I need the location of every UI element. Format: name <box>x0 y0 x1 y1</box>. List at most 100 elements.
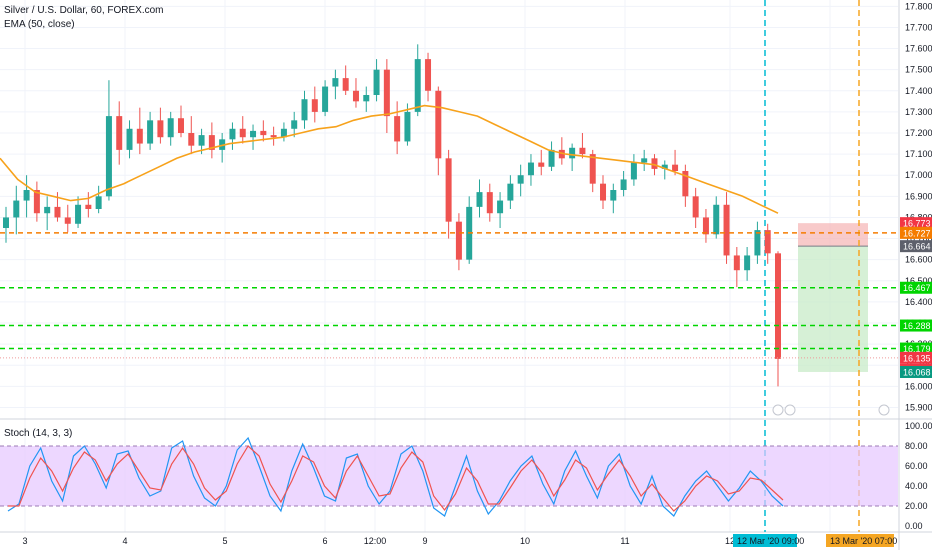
candle-body <box>23 190 30 201</box>
event-flag-icon <box>878 404 890 416</box>
stoch-d-line <box>8 445 784 512</box>
candle-body <box>507 183 514 201</box>
candle-body <box>651 158 658 169</box>
time-tick-label: 10 <box>520 536 530 546</box>
level1-badge-bg <box>900 281 932 294</box>
candle-body <box>754 230 761 256</box>
stoch-k-line <box>7 436 784 517</box>
stoch-legend[interactable]: Stoch (14, 3, 3) <box>4 428 76 439</box>
level2-badge-bg <box>900 319 932 332</box>
candle-body <box>517 175 524 184</box>
candle-body <box>713 204 720 235</box>
candle-body <box>322 86 329 112</box>
symbol-legend[interactable]: Silver / U.S. Dollar, 60, FOREX.com <box>4 5 168 16</box>
level1-badge: 16.467 <box>903 283 931 293</box>
price-tick-label: 17.600 <box>905 44 932 54</box>
candle-body <box>702 217 709 235</box>
candle-body <box>147 120 154 144</box>
candle-body <box>527 162 534 176</box>
stop-badge-bg <box>900 217 932 230</box>
level3-badge-bg <box>900 342 932 355</box>
ema-50-line <box>0 104 779 214</box>
event-flag-icon <box>784 404 796 416</box>
candle-body <box>239 128 246 138</box>
ema-legend[interactable]: EMA (50, close) <box>4 19 79 30</box>
entry-badge-bg <box>900 226 932 239</box>
candle-body <box>744 255 751 271</box>
price-tick-label: 17.500 <box>905 65 932 75</box>
candle-body <box>373 69 380 95</box>
candle-body <box>352 90 359 102</box>
event-flag-icon <box>772 404 784 416</box>
stoch-label: Stoch (14, 3, 3) <box>4 428 73 439</box>
candle-body <box>723 204 730 256</box>
horizontal-levels <box>0 232 898 359</box>
time-tick-label: 5 <box>222 536 227 546</box>
position-zones <box>764 0 868 532</box>
candle-body <box>497 200 504 214</box>
candle-body <box>188 133 195 146</box>
candle-body <box>733 255 740 271</box>
price-tick-label: 16.000 <box>905 381 932 391</box>
time-tick-label: 6 <box>322 536 327 546</box>
target-badge-bg <box>900 365 932 378</box>
crosshair-date-label: 12 Mar '20 09:00 <box>737 536 804 546</box>
candle-body <box>198 135 205 146</box>
candle-body <box>610 190 617 201</box>
candle-body <box>641 158 648 163</box>
candle-body <box>219 139 226 150</box>
candle-body <box>301 99 308 121</box>
candle-body <box>672 164 679 171</box>
candle-body <box>280 128 287 138</box>
current-price-badge-bg <box>900 351 932 364</box>
price-tick-label: 15.900 <box>905 402 932 412</box>
candle-body <box>538 162 545 167</box>
future-date-bg <box>826 534 894 547</box>
current-price-badge: 16.135 <box>903 353 931 363</box>
candles <box>3 44 781 387</box>
candle-body <box>435 90 442 159</box>
candle-body <box>414 59 421 112</box>
candle-body <box>250 130 257 138</box>
candle-body <box>630 162 637 180</box>
candle-body <box>486 192 493 214</box>
price-tick-label: 17.700 <box>905 22 932 32</box>
time-tick-label: 9 <box>422 536 427 546</box>
candle-body <box>342 78 349 91</box>
candle-body <box>85 204 92 209</box>
symbol-title: Silver / U.S. Dollar, 60, FOREX.com <box>4 5 164 16</box>
candle-body <box>579 147 586 155</box>
level2-badge: 16.288 <box>903 321 931 331</box>
entry-badge: 16.727 <box>903 228 931 238</box>
stoch-tick-label: 0.00 <box>905 521 923 531</box>
candle-body <box>208 135 215 150</box>
candle-body <box>455 221 462 260</box>
candle-body <box>558 149 565 159</box>
candle-body <box>13 200 20 218</box>
candle-body <box>126 128 133 150</box>
candle-body <box>332 78 339 87</box>
candle-body <box>291 120 298 129</box>
candle-body <box>425 59 432 91</box>
candle-body <box>260 130 267 136</box>
candle-body <box>476 192 483 207</box>
candle-body <box>764 230 771 254</box>
candle-body <box>600 183 607 201</box>
candle-body <box>404 111 411 142</box>
candle-body <box>167 118 174 138</box>
candle-body <box>394 116 401 142</box>
candle-body <box>363 95 370 102</box>
last-price-badge-bg <box>900 240 932 253</box>
stoch-tick-label: 60.00 <box>905 461 928 471</box>
stoch-tick-label: 80.00 <box>905 441 928 451</box>
candle-body <box>589 154 596 184</box>
time-tick-label: 12:00 <box>364 536 387 546</box>
stoch-band-fill <box>0 446 898 506</box>
time-tick-label: 3 <box>22 536 27 546</box>
time-tick-label: 11 <box>620 536 629 546</box>
stop-badge: 16.773 <box>903 219 931 229</box>
candle-body <box>105 116 112 197</box>
last-price-badge: 16.664 <box>903 242 931 252</box>
